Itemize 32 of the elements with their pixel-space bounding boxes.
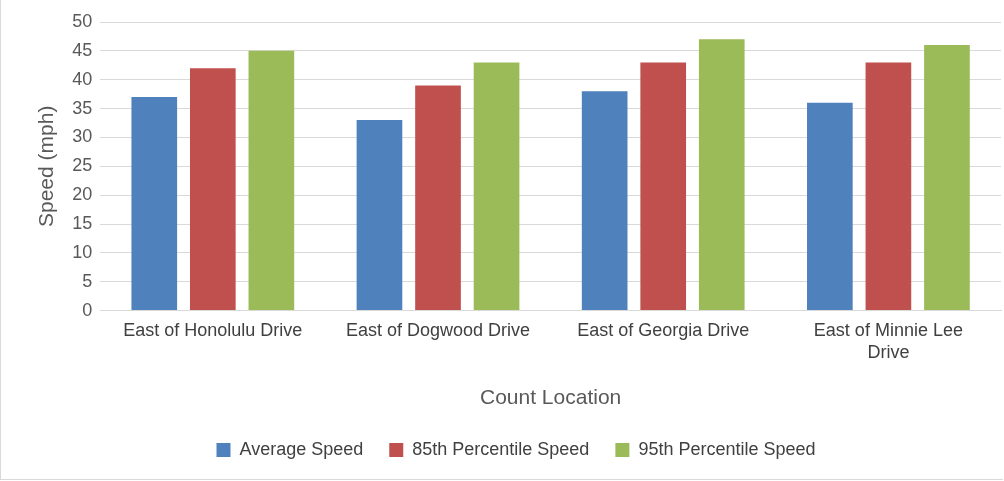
bar — [581, 91, 628, 311]
bar — [640, 62, 687, 311]
bar — [807, 102, 853, 311]
bar — [248, 50, 295, 311]
y-tick-label: 45 — [72, 39, 93, 60]
bar — [189, 68, 236, 311]
legend-label: 95th Percentile Speed — [638, 438, 816, 459]
y-tick-label: 20 — [72, 184, 93, 205]
y-tick-label: 15 — [72, 212, 93, 233]
y-tick-label: 10 — [72, 241, 93, 262]
y-tick-label: 50 — [72, 10, 93, 31]
y-tick-label: 35 — [72, 97, 93, 118]
y-tick-label: 5 — [82, 270, 93, 291]
bar — [415, 85, 461, 311]
bar — [865, 62, 912, 311]
x-tick-label: East of Georgia Drive — [577, 320, 750, 341]
x-tick-label: East of Honolulu Drive — [123, 320, 303, 341]
y-tick-label: 0 — [82, 299, 93, 320]
y-axis-title: Speed (mph) — [34, 105, 58, 227]
legend-label: Average Speed — [239, 438, 364, 459]
y-tick-label: 25 — [72, 155, 93, 176]
x-tick-label: East of Dogwood Drive — [345, 320, 531, 341]
legend-label: 85th Percentile Speed — [412, 438, 590, 459]
bar — [473, 62, 520, 311]
y-tick-label: 40 — [72, 68, 93, 89]
y-tick-label: 30 — [72, 126, 93, 147]
x-axis-title: Count Location — [479, 385, 622, 409]
bar — [698, 39, 745, 311]
x-tick-label: East of Minnie Lee Drive — [813, 320, 963, 362]
bar — [356, 120, 403, 311]
bar — [131, 97, 178, 311]
bar — [924, 45, 970, 311]
